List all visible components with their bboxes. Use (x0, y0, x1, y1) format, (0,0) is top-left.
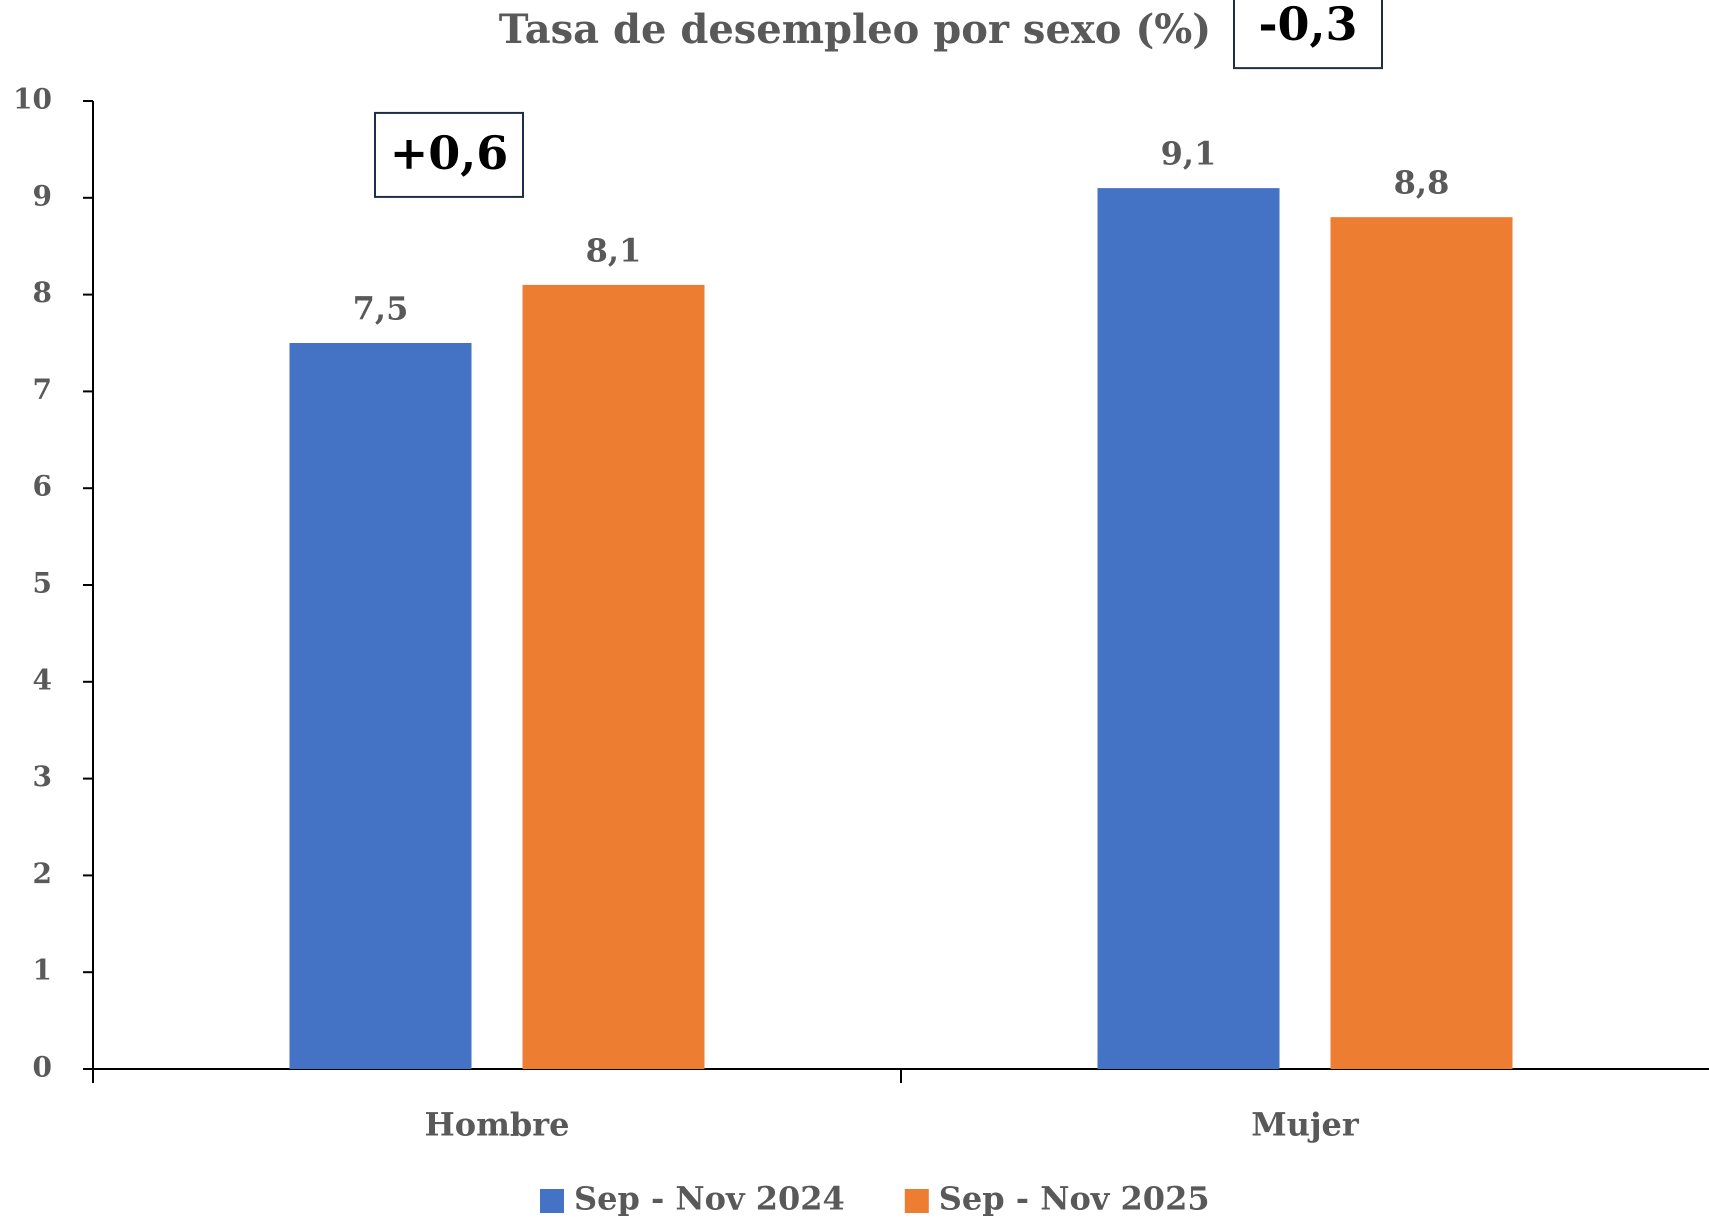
data-label: 7,5 (353, 290, 409, 328)
y-tick-label: 8 (33, 276, 52, 309)
bar (1330, 217, 1513, 1069)
bar (1097, 188, 1280, 1069)
y-tick-label: 3 (33, 760, 52, 793)
y-tick-label: 4 (33, 663, 52, 696)
y-tick-label: 5 (33, 567, 52, 600)
y-tick-label: 0 (33, 1051, 52, 1084)
legend-swatch (540, 1189, 564, 1213)
annotation-box (1233, 0, 1383, 70)
legend-swatch (904, 1189, 929, 1213)
y-tick-label: 9 (33, 179, 52, 212)
y-tick-label: 1 (33, 954, 52, 987)
annotation-box (374, 111, 524, 198)
y-tick-label: 10 (13, 83, 52, 116)
y-tick-label: 2 (33, 857, 52, 890)
bar (522, 284, 705, 1069)
bar (289, 343, 472, 1069)
legend-label: Sep - Nov 2024 (574, 1180, 845, 1218)
chart-title: Tasa de desempleo por sexo (%) (499, 6, 1211, 53)
annotation: +0,6 (390, 126, 509, 180)
y-tick-label: 6 (33, 470, 52, 503)
data-label: 8,1 (586, 231, 642, 269)
annotation: -0,3 (1258, 0, 1357, 51)
y-tick-label: 7 (33, 373, 52, 406)
data-label: 8,8 (1394, 164, 1450, 202)
legend-label: Sep - Nov 2025 (939, 1180, 1210, 1218)
data-label: 9,1 (1161, 135, 1217, 173)
x-tick-label: Mujer (1251, 1106, 1360, 1144)
x-tick-label: Hombre (424, 1106, 569, 1144)
